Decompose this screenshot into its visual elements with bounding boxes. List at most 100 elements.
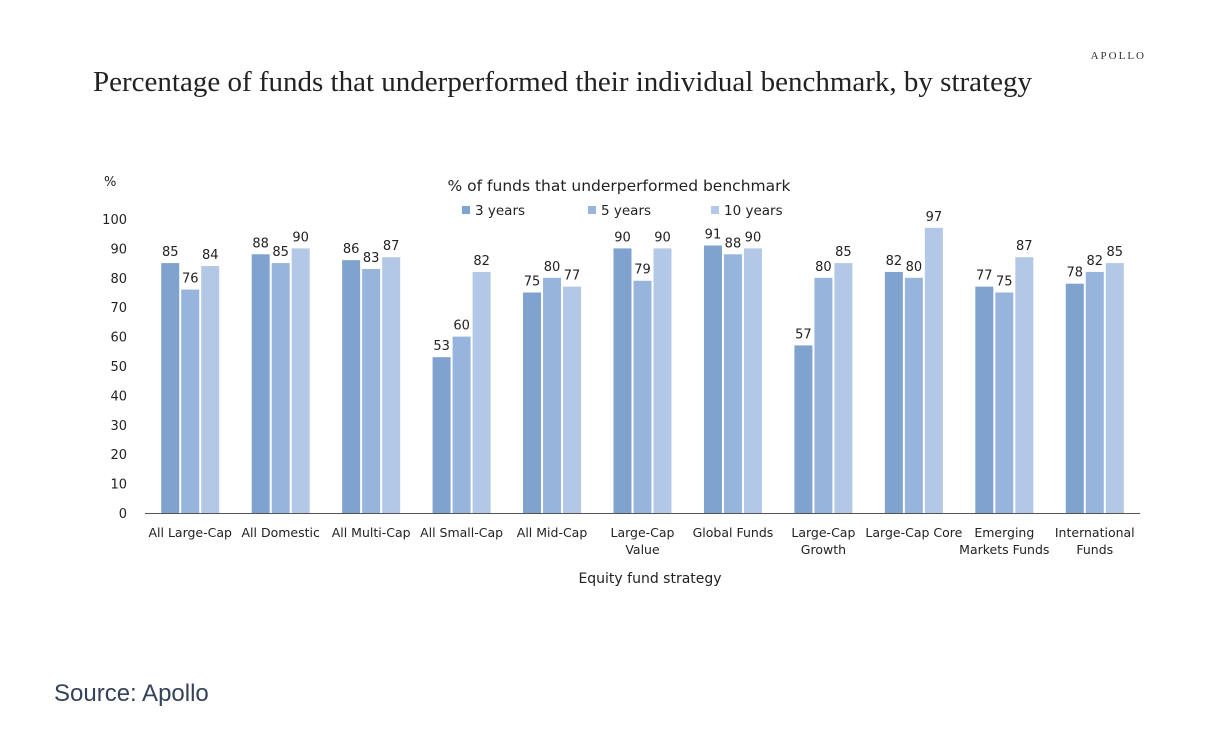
y-axis-ticks: 0 10 20 30 40 50 60 70 80 90 100 — [102, 213, 127, 522]
x-tick-label: Large-Cap Core — [865, 525, 962, 540]
data-label: 75 — [524, 275, 541, 290]
bar — [201, 266, 220, 513]
bar — [543, 277, 562, 513]
bar — [382, 257, 401, 513]
data-label: 79 — [634, 263, 651, 278]
y-tick-label: 70 — [110, 301, 127, 316]
bar — [251, 254, 270, 513]
data-label: 85 — [162, 245, 179, 260]
y-tick-label: 90 — [110, 242, 127, 257]
bar — [1015, 257, 1034, 513]
x-tick-label: All Large-Cap — [148, 525, 232, 540]
data-label: 78 — [1066, 266, 1083, 281]
x-tick-label: All Small-Cap — [420, 525, 503, 540]
x-tick-label: Emerging Markets Funds — [959, 525, 1049, 557]
chart-title: % of funds that underperformed benchmark — [448, 177, 791, 195]
y-tick-label: 0 — [119, 507, 127, 522]
bar — [904, 277, 923, 513]
bar — [633, 280, 652, 513]
data-label: 80 — [544, 260, 561, 275]
data-label: 57 — [795, 327, 812, 342]
x-tick-label: Global Funds — [693, 525, 774, 540]
bar — [723, 254, 742, 513]
data-label: 87 — [1016, 239, 1033, 254]
y-tick-label: 100 — [102, 213, 127, 228]
legend-swatch — [588, 206, 596, 214]
data-label: 91 — [705, 227, 722, 242]
bar — [1085, 271, 1104, 513]
y-tick-label: 20 — [110, 448, 127, 463]
data-label: 97 — [926, 210, 943, 225]
bar — [161, 263, 180, 513]
bar — [472, 271, 491, 513]
bar — [452, 336, 471, 513]
data-label: 82 — [886, 254, 903, 269]
bar — [834, 263, 853, 513]
bar — [432, 357, 451, 513]
legend-label: 3 years — [475, 203, 525, 219]
data-label: 85 — [835, 245, 852, 260]
x-tick-label: All Domestic — [241, 525, 319, 540]
bar — [884, 271, 903, 513]
x-tick-label: All Mid-Cap — [517, 525, 588, 540]
bar — [814, 277, 833, 513]
bar — [1065, 283, 1084, 513]
data-label: 84 — [202, 248, 219, 263]
y-tick-label: 10 — [110, 478, 127, 493]
bar — [271, 263, 290, 513]
data-label: 85 — [1106, 245, 1123, 260]
bar — [1105, 263, 1124, 513]
legend-label: 10 years — [724, 203, 783, 219]
chart-legend: 3 years 5 years 10 years — [462, 203, 783, 219]
bar — [523, 292, 542, 513]
legend-swatch — [711, 206, 719, 214]
y-tick-label: 40 — [110, 389, 127, 404]
bar — [995, 292, 1014, 513]
data-label: 77 — [564, 269, 581, 284]
data-label: 85 — [272, 245, 289, 260]
data-label: 87 — [383, 239, 400, 254]
data-label: 90 — [745, 230, 762, 245]
x-tick-label: International Funds — [1055, 525, 1135, 557]
y-tick-label: 50 — [110, 360, 127, 375]
bar — [653, 248, 672, 513]
source-note: Source: Apollo — [54, 680, 209, 707]
bar — [291, 248, 310, 513]
legend-label: 5 years — [601, 203, 651, 219]
x-axis-title: Equity fund strategy — [578, 571, 721, 587]
x-tick-label: All Multi-Cap — [332, 525, 411, 540]
bar — [563, 286, 582, 513]
page-title: Percentage of funds that underperformed … — [93, 66, 1032, 98]
bar — [975, 286, 994, 513]
bar — [743, 248, 762, 513]
data-label: 80 — [815, 260, 832, 275]
legend-swatch — [462, 206, 470, 214]
data-label: 90 — [614, 230, 631, 245]
brand-logo-text: APOLLO — [1090, 50, 1146, 62]
y-tick-label: 30 — [110, 419, 127, 434]
bar — [703, 245, 722, 513]
data-label: 90 — [654, 230, 671, 245]
data-label: 82 — [473, 254, 490, 269]
y-tick-label: 80 — [110, 272, 127, 287]
bar — [613, 248, 632, 513]
bar — [924, 227, 943, 513]
data-label: 90 — [292, 230, 309, 245]
x-axis-tick-labels: All Large-Cap All Domestic All Multi-Cap Al… — [148, 525, 1134, 557]
data-label: 88 — [252, 236, 269, 251]
bar — [362, 268, 381, 513]
data-label: 80 — [906, 260, 923, 275]
data-label: 76 — [182, 272, 199, 287]
y-tick-label: 60 — [110, 331, 127, 346]
data-label: 75 — [996, 275, 1013, 290]
data-label: 60 — [453, 319, 470, 334]
y-axis-unit-label: % — [104, 175, 116, 190]
data-label: 88 — [725, 236, 742, 251]
bar — [794, 345, 813, 513]
bar — [342, 260, 361, 513]
data-label: 82 — [1086, 254, 1103, 269]
data-label: 86 — [343, 242, 360, 257]
data-label: 83 — [363, 251, 380, 266]
bar-chart: % of funds that underperformed benchmark… — [102, 175, 1140, 587]
